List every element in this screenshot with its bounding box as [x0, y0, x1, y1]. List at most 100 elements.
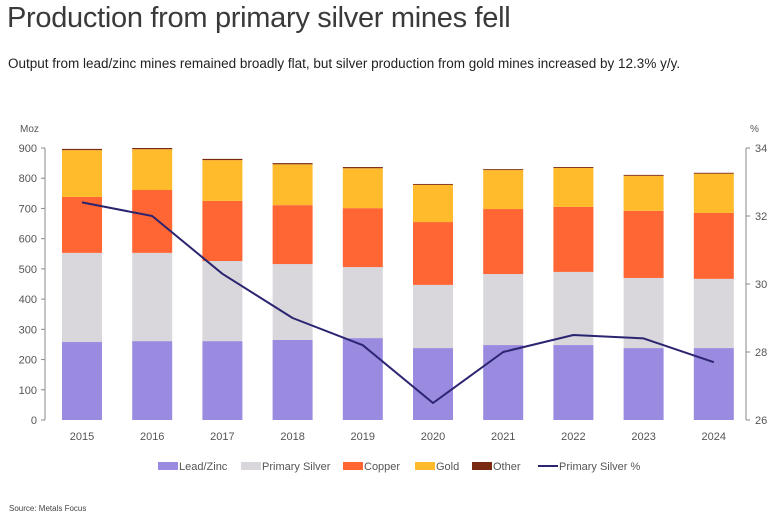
bar-stack-2022 [553, 167, 594, 420]
bar-gold-2024 [693, 173, 734, 213]
x-tick-label: 2015 [70, 431, 94, 443]
bar-copper-2024 [693, 212, 734, 279]
bar-primary-silver-2016 [132, 252, 173, 342]
bar-lead-zinc-2020 [413, 348, 453, 420]
x-tick-label: 2019 [351, 431, 375, 443]
bar-stack-2021 [483, 169, 524, 420]
left-tick-label: 300 [19, 324, 37, 336]
right-tick-label: 34 [755, 143, 767, 155]
bar-stack-2015 [62, 148, 102, 420]
legend-label: Primary Silver % [559, 461, 641, 473]
bar-copper-2015 [62, 196, 102, 253]
legend-label: Other [493, 461, 521, 473]
bar-lead-zinc-2019 [342, 338, 383, 420]
bar-primary-silver-2021 [483, 274, 524, 346]
legend-swatch [343, 462, 363, 470]
bar-lead-zinc-2021 [483, 345, 524, 420]
bar-primary-silver-2015 [62, 252, 102, 343]
legend-label: Gold [436, 461, 459, 473]
bar-copper-2020 [413, 222, 453, 285]
legend-label: Lead/Zinc [179, 461, 228, 473]
left-tick-label: 700 [19, 203, 37, 215]
x-tick-label: 2023 [631, 431, 655, 443]
legend-swatch [158, 462, 178, 470]
left-tick-label: 400 [19, 294, 37, 306]
left-tick-label: 0 [31, 415, 37, 427]
bar-lead-zinc-2022 [553, 345, 594, 420]
legend-swatch [415, 462, 435, 470]
bar-stack-2023 [623, 174, 664, 420]
left-tick-label: 800 [19, 173, 37, 185]
right-tick-label: 26 [755, 415, 767, 427]
left-tick-label: 200 [19, 355, 37, 367]
legend-swatch [472, 462, 492, 470]
legend-item-other: Other [472, 461, 521, 473]
legend-item-primary-silver-: Primary Silver % [538, 461, 641, 473]
bar-copper-2016 [132, 190, 173, 253]
left-tick-label: 900 [19, 143, 37, 155]
bar-lead-zinc-2016 [132, 341, 173, 420]
bar-primary-silver-2023 [623, 277, 664, 349]
right-axis: 26 28 30 32 34 [745, 143, 767, 427]
legend-item-copper: Copper [343, 461, 400, 473]
right-tick-label: 32 [755, 211, 767, 223]
bar-other-2020 [413, 183, 453, 185]
bar-copper-2022 [553, 206, 594, 272]
bar-gold-2015 [62, 150, 102, 197]
right-tick-label: 30 [755, 279, 767, 291]
bar-other-2022 [553, 167, 594, 168]
bar-gold-2017 [202, 160, 243, 201]
legend-label: Primary Silver [262, 461, 331, 473]
bar-copper-2019 [342, 208, 383, 268]
line-series [81, 201, 715, 404]
bar-stack-2020 [413, 183, 453, 420]
bar-other-2019 [342, 167, 383, 169]
right-tick-label: 28 [755, 347, 767, 359]
bar-gold-2022 [553, 167, 594, 207]
bar-stack-2019 [342, 167, 383, 420]
line-primary-silver-pct [81, 201, 715, 404]
bar-gold-2016 [132, 149, 173, 191]
bar-other-2024 [693, 172, 734, 174]
bar-other-2021 [483, 169, 524, 171]
bar-primary-silver-2018 [272, 264, 313, 340]
bar-stack-2017 [202, 158, 243, 420]
x-tick-label: 2020 [421, 431, 445, 443]
left-tick-label: 500 [19, 264, 37, 276]
left-tick-label: 600 [19, 234, 37, 246]
x-tick-label: 2016 [140, 431, 164, 443]
bar-stack-2016 [132, 148, 173, 420]
bar-lead-zinc-2015 [62, 342, 102, 420]
x-tick-label: 2018 [280, 431, 304, 443]
x-axis-labels: 2015 2016 2017 2018 2019 2020 2021 2022 2023 2024 [70, 431, 726, 443]
legend-label: Copper [364, 461, 400, 473]
right-axis-unit: % [750, 124, 759, 135]
bar-other-2018 [272, 163, 313, 165]
legend-item-lead-zinc: Lead/Zinc [158, 461, 228, 473]
source-note: Source: Metals Focus [9, 504, 87, 513]
x-tick-label: 2017 [210, 431, 234, 443]
chart-subtitle: Output from lead/zinc mines remained bro… [8, 56, 681, 71]
legend-item-gold: Gold [415, 461, 459, 473]
bar-copper-2018 [272, 205, 313, 265]
left-axis-unit: Moz [20, 124, 39, 135]
x-tick-label: 2022 [561, 431, 585, 443]
bar-other-2017 [202, 158, 243, 161]
legend: Lead/Zinc Primary Silver Copper Gold Other Pr… [158, 461, 641, 473]
bar-primary-silver-2024 [693, 278, 734, 349]
bar-gold-2023 [623, 175, 664, 211]
bar-lead-zinc-2017 [202, 341, 243, 420]
bar-copper-2021 [483, 209, 524, 275]
left-tick-label: 100 [19, 385, 37, 397]
bar-gold-2018 [272, 164, 313, 206]
bar-lead-zinc-2018 [272, 339, 313, 420]
bar-other-2016 [132, 148, 173, 150]
legend-item-primary-silver: Primary Silver [241, 461, 331, 473]
bar-primary-silver-2022 [553, 271, 594, 346]
bar-gold-2019 [342, 168, 383, 209]
bar-gold-2020 [413, 184, 453, 223]
bar-copper-2017 [202, 200, 243, 262]
bar-stack-2024 [693, 172, 734, 420]
left-axis: 0 100 200 300 400 500 600 700 800 900 [19, 143, 46, 427]
